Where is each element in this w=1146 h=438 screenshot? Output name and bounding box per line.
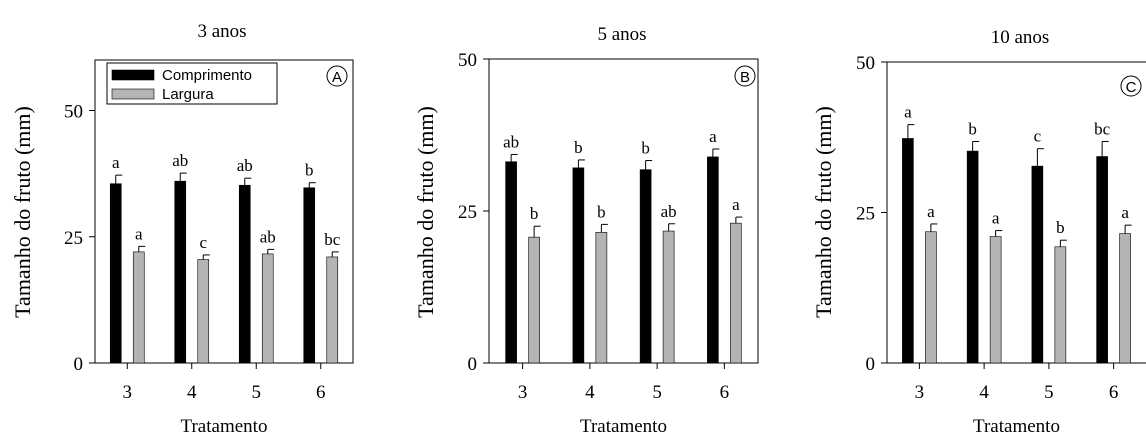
bar-comprimento-4 xyxy=(174,180,187,364)
bar-comprimento-5 xyxy=(639,169,652,364)
y-tick-label: 25 xyxy=(856,204,875,225)
panel-label-circle xyxy=(734,65,756,87)
bar-largura-3 xyxy=(925,231,937,364)
x-tick-label: 5 xyxy=(1044,382,1054,403)
bar-largura-5 xyxy=(261,253,274,364)
y-tick-label: 50 xyxy=(64,102,83,123)
chart-title: 10 anos xyxy=(991,27,1050,48)
significance-letter: b xyxy=(1056,218,1065,237)
x-tick-label: 4 xyxy=(585,382,595,403)
bar-largura-3 xyxy=(528,236,540,364)
significance-letter: ab xyxy=(172,151,188,170)
x-tick-label: 4 xyxy=(187,382,197,403)
bar-comprimento-4 xyxy=(966,150,979,364)
legend-swatch-largura xyxy=(111,88,155,100)
y-tick-label: 0 xyxy=(866,354,876,375)
bar-largura-4 xyxy=(989,236,1002,364)
legend-entry: Comprimento xyxy=(162,67,252,84)
panel-label: B xyxy=(740,69,750,86)
bar-largura-5 xyxy=(1054,246,1067,364)
x-axis-label: Tratamento xyxy=(181,416,268,437)
x-tick-label: 4 xyxy=(979,382,989,403)
significance-letter: a xyxy=(927,202,935,221)
legend: Comprimento Largura xyxy=(106,62,278,105)
significance-letter: ab xyxy=(661,202,677,221)
significance-letter: a xyxy=(992,209,1000,228)
bar-comprimento-5 xyxy=(1031,165,1044,364)
x-tick-label: 3 xyxy=(123,382,133,403)
plot-frame xyxy=(94,59,354,364)
significance-letter: a xyxy=(709,127,717,146)
x-tick-label: 5 xyxy=(252,382,262,403)
x-tick-label: 6 xyxy=(1109,382,1119,403)
x-axis-label: Tratamento xyxy=(973,416,1060,437)
bar-largura-4 xyxy=(197,259,210,364)
bar-comprimento-3 xyxy=(902,138,914,364)
bar-comprimento-6 xyxy=(707,156,719,364)
significance-letter: b xyxy=(305,161,314,180)
bar-largura-4 xyxy=(595,231,608,364)
y-tick-label: 50 xyxy=(856,53,875,74)
significance-letter: b xyxy=(597,202,606,221)
panel-label: C xyxy=(1126,79,1137,96)
y-tick-label: 0 xyxy=(468,354,478,375)
y-tick-label: 25 xyxy=(64,228,83,249)
x-tick-label: 6 xyxy=(720,382,730,403)
legend-swatch-comprimento xyxy=(111,69,155,81)
chart-panel-b: 5 anos 0 25 50 Tamanho do fruto (mm) Tratamen… xyxy=(413,24,759,437)
y-tick-label: 50 xyxy=(458,50,477,71)
significance-letter: a xyxy=(904,103,912,122)
y-axis-label: Tamanho do fruto (mm) xyxy=(413,106,438,318)
significance-letter: ab xyxy=(503,132,519,151)
x-tick-label: 6 xyxy=(316,382,326,403)
significance-letter: bc xyxy=(1094,119,1111,138)
significance-letter: b xyxy=(968,119,977,138)
bar-largura-6 xyxy=(730,222,742,364)
panel-label: A xyxy=(332,69,342,86)
y-tick-label: 25 xyxy=(458,202,477,223)
chart-title: 5 anos xyxy=(597,24,646,45)
significance-letter: b xyxy=(574,138,583,157)
chart-panel-c: 10 anos 0 25 50 Tamanho do fruto (mm) Tratame… xyxy=(811,27,1146,437)
y-axis-label: Tamanho do fruto (mm) xyxy=(10,106,35,318)
bar-largura-3 xyxy=(132,251,145,364)
x-tick-label: 3 xyxy=(915,382,925,403)
x-tick-label: 5 xyxy=(652,382,662,403)
legend-entry: Largura xyxy=(162,86,214,103)
significance-letter: ab xyxy=(237,156,253,175)
significance-letter: bc xyxy=(324,230,341,249)
bar-comprimento-5 xyxy=(238,184,251,364)
panel-label-circle xyxy=(1120,75,1142,97)
bar-comprimento-3 xyxy=(505,161,517,364)
bar-largura-6 xyxy=(1119,233,1131,364)
significance-letter: a xyxy=(732,195,740,214)
x-axis-label: Tratamento xyxy=(580,416,667,437)
significance-letter: a xyxy=(112,153,120,172)
significance-letter: b xyxy=(641,139,650,158)
chart-panel-a: 3 anos 0 25 50 Tamanho do fruto (mm) Tratamen… xyxy=(10,21,354,437)
significance-letter: ab xyxy=(260,227,276,246)
significance-letter: b xyxy=(530,204,539,223)
bar-comprimento-4 xyxy=(572,167,585,364)
bar-largura-6 xyxy=(326,256,339,364)
bar-comprimento-6 xyxy=(1096,156,1108,364)
significance-letter: a xyxy=(1121,203,1129,222)
x-tick-label: 3 xyxy=(518,382,528,403)
panel-label-circle xyxy=(326,65,348,87)
y-tick-label: 0 xyxy=(74,354,84,375)
significance-letter: c xyxy=(1034,127,1042,146)
chart-title: 3 anos xyxy=(197,21,246,42)
bar-largura-5 xyxy=(662,230,675,364)
significance-letter: a xyxy=(135,224,143,243)
bar-comprimento-6 xyxy=(303,187,316,364)
bar-comprimento-3 xyxy=(109,183,122,364)
significance-letter: c xyxy=(199,233,207,252)
y-axis-label: Tamanho do fruto (mm) xyxy=(811,106,836,318)
